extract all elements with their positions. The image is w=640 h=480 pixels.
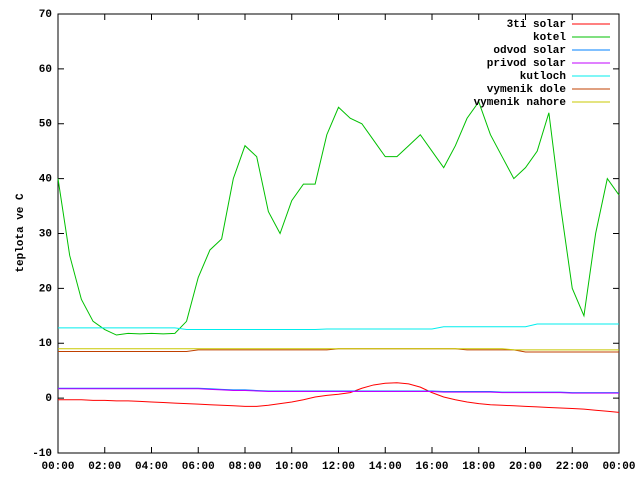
y-tick-label: 70: [39, 9, 52, 21]
legend-label: kotel: [533, 32, 566, 44]
x-tick-label: 00:00: [41, 461, 74, 473]
y-tick-label: 0: [45, 393, 52, 405]
legend-label: odvod solar: [493, 45, 566, 57]
series-line: [58, 388, 619, 394]
x-tick-label: 06:00: [182, 461, 215, 473]
x-tick-label: 12:00: [322, 461, 355, 473]
series-line: [58, 348, 619, 351]
x-tick-label: 02:00: [88, 461, 121, 473]
series-line: [58, 323, 619, 331]
x-tick-label: 16:00: [415, 461, 448, 473]
x-tick-label: 20:00: [509, 461, 542, 473]
x-tick-label: 08:00: [228, 461, 261, 473]
series-line: [57, 100, 620, 336]
x-tick-label: 22:00: [556, 461, 589, 473]
x-tick-label: 18:00: [462, 461, 495, 473]
y-tick-label: 50: [39, 119, 52, 131]
legend-label: kutloch: [520, 71, 566, 83]
x-tick-label: 00:00: [602, 461, 635, 473]
legend-label: 3ti solar: [507, 19, 566, 31]
series-line: [58, 387, 619, 394]
y-tick-label: 20: [39, 283, 52, 295]
y-tick-label: 60: [39, 64, 52, 76]
legend-label: privod solar: [487, 58, 566, 70]
legend-label: vymenik nahore: [474, 97, 567, 109]
y-tick-label: 40: [39, 174, 52, 186]
x-tick-label: 10:00: [275, 461, 308, 473]
legend-label: vymenik dole: [487, 84, 567, 96]
y-tick-label: -10: [32, 448, 52, 460]
y-tick-label: 10: [39, 338, 52, 350]
y-axis-label: teplota ve C: [15, 193, 27, 273]
x-tick-label: 04:00: [135, 461, 168, 473]
x-tick-label: 14:00: [369, 461, 402, 473]
series-line: [58, 382, 620, 413]
y-tick-label: 30: [39, 228, 52, 240]
